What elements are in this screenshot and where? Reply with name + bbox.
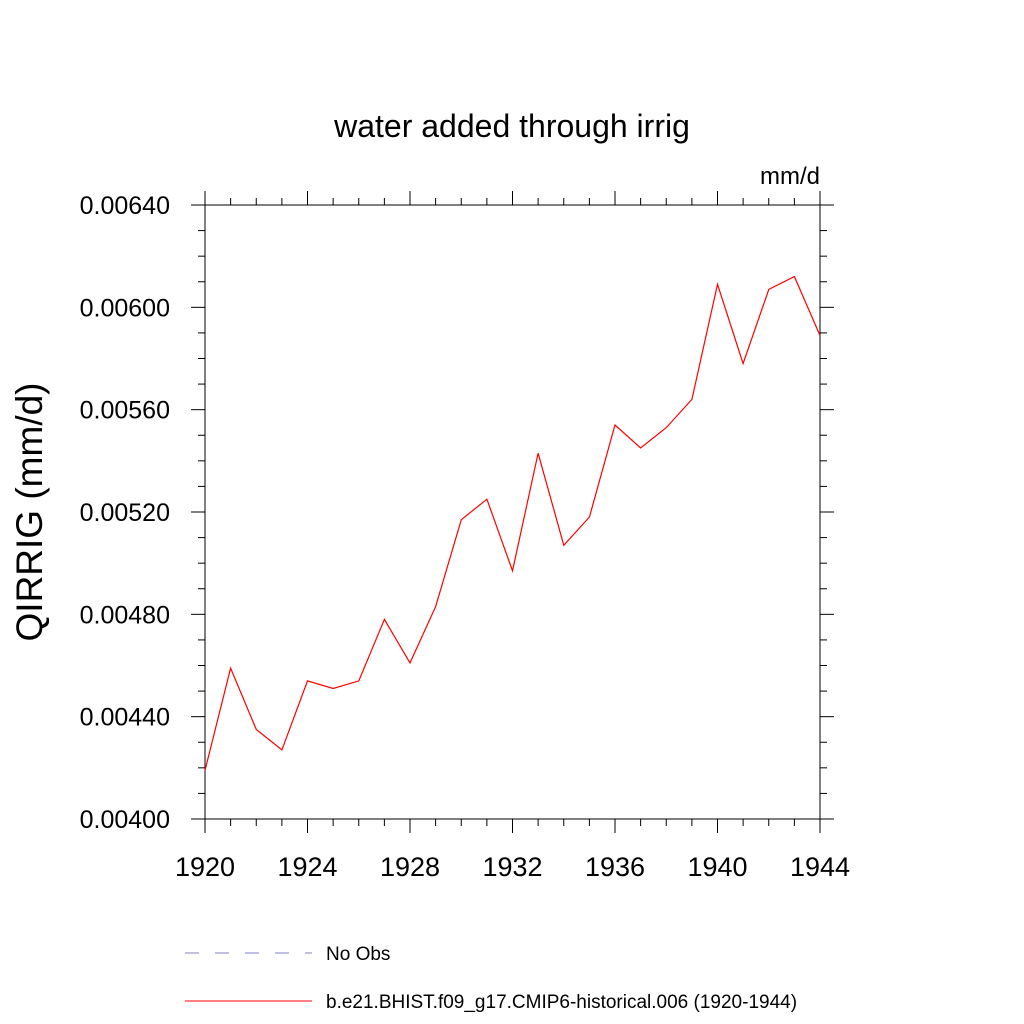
x-tick-label: 1940 — [687, 852, 747, 882]
y-tick-label: 0.00440 — [80, 704, 170, 732]
legend-label: b.e21.BHIST.f09_g17.CMIP6-historical.006… — [326, 992, 797, 1013]
series — [204, 275, 821, 771]
series-line — [204, 275, 821, 771]
y-tick-label: 0.00400 — [80, 806, 170, 834]
x-tick-label: 1944 — [790, 852, 850, 882]
axes — [204, 204, 821, 820]
x-tick-label: 1932 — [482, 852, 542, 882]
y-axis-label: QIRRIG (mm/d) — [9, 383, 50, 642]
y-tick-label: 0.00640 — [80, 192, 170, 220]
x-tick-label: 1928 — [380, 852, 440, 882]
x-tick-label: 1924 — [277, 852, 337, 882]
y-tick-label: 0.00600 — [80, 294, 170, 322]
y-tick-label: 0.00480 — [80, 601, 170, 629]
legend-label: No Obs — [326, 944, 390, 965]
units-label: mm/d — [760, 163, 820, 190]
x-tick-label: 1920 — [175, 852, 235, 882]
y-tick-label: 0.00520 — [80, 499, 170, 527]
plot-frame — [204, 204, 821, 820]
y-tick-label: 0.00560 — [80, 397, 170, 425]
legend: No Obs b.e21.BHIST.f09_g17.CMIP6-historic… — [185, 944, 797, 1013]
chart-title: water added through irrig — [333, 108, 690, 144]
x-tick-label: 1936 — [585, 852, 645, 882]
ticks: 1920 1924 1928 1932 1936 1940 1944 0.00400 0.004… — [80, 191, 850, 882]
